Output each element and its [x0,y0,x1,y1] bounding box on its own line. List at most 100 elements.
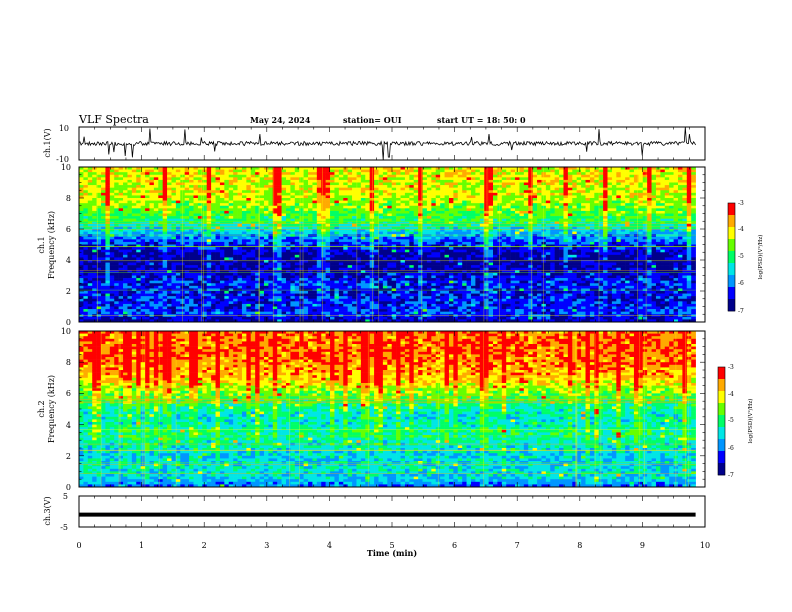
spectrogram-cell [277,298,282,302]
spectrogram-cell [290,210,296,214]
spectrogram-cell [330,306,335,310]
spectrogram-cell [347,244,353,248]
spectrogram-cell [162,213,168,217]
spectrogram-cell [105,319,111,323]
spectrogram-cell [114,262,119,266]
spectrogram-cell [272,247,278,250]
spectrogram-cell [96,167,102,170]
spectrogram-cell [396,280,401,284]
spectrogram-cell [365,177,370,181]
spectrogram-cell [343,260,348,263]
spectrogram-cell [365,218,370,222]
spectrogram-cell [140,265,146,269]
spectrogram-cell [241,198,247,201]
spectrogram-cell [92,169,97,173]
spectrogram-cell [92,213,97,217]
spectrogram-cell [303,226,309,230]
spectrogram-cell [290,200,296,204]
spectrogram-cell [131,306,137,310]
spectrogram-cell [206,174,212,178]
spectrogram-cell [286,179,291,183]
spectrogram-cell [382,309,388,312]
spectrogram-cell [92,234,97,238]
spectrogram-cell [303,291,309,294]
spectrogram-cell [109,309,115,312]
spectrogram-cell [268,208,274,212]
spectrogram-cell [404,260,410,263]
spectrogram-cell [136,303,141,307]
spectrogram-cell [426,205,432,209]
spectrogram-cell [435,208,441,212]
spectrogram-cell [140,254,146,258]
spectrogram-cell [105,291,111,294]
spectrogram-cell [290,203,296,207]
spectrogram-cell [286,241,291,245]
spectrogram-cell [228,195,234,199]
spectrogram-cell [202,275,208,279]
spectrogram-cell [131,247,137,250]
spectrogram-cell [118,262,124,266]
spectrogram-cell [391,208,397,212]
spectrogram-cell [92,200,97,204]
spectrogram-cell [321,285,326,289]
spectrogram-cell [140,221,146,225]
spectrogram-cell [140,172,146,176]
spectrogram-cell [87,247,93,250]
spectrogram-cell [136,291,141,294]
spectrogram-cell [281,241,287,245]
spectrogram-cell [145,260,150,263]
spectrogram-cell [369,223,375,227]
spectrogram-cell [352,218,357,222]
spectrogram-cell [268,309,274,312]
spectrogram-cell [290,267,296,271]
spectrogram-cell [118,280,124,284]
spectrogram-cell [136,257,141,261]
spectrogram-cell [426,221,432,225]
spectrogram-cell [96,309,102,312]
spectrogram-cell [352,179,357,183]
spectrogram-cell [338,298,344,302]
spectrogram-cell [360,174,366,178]
spectrogram-cell [352,167,357,170]
spectrogram-cell [228,247,234,250]
spectrogram-cell [409,280,415,284]
spectrogram-cell [158,303,163,307]
spectrogram-cell [105,244,111,248]
spectrogram-cell [404,192,410,196]
spectrogram-cell [286,262,291,266]
spectrogram-cell [413,177,419,181]
spectrogram-cell [127,172,133,176]
spectrogram-cell [378,223,384,227]
spectrogram-cell [391,185,397,188]
spectrogram-cell [391,187,397,191]
spectrogram-cell [83,231,89,235]
spectrogram-cell [374,226,379,230]
spectrogram-cell [391,303,397,307]
spectrogram-cell [215,293,221,297]
spectrogram-cell [79,311,84,315]
spectrogram-cell [140,275,146,279]
spectrogram-cell [228,203,234,207]
spectrogram-cell [105,267,111,271]
spectrogram-cell [153,216,159,219]
spectrogram-cell [219,252,225,256]
spectrogram-cell [312,203,318,207]
spectrogram-cell [404,172,410,176]
spectrogram-cell [259,303,265,307]
spectrogram-cell [426,252,432,256]
spectrogram-cell [426,236,432,240]
spectrogram-cell [105,270,111,274]
spectrogram-cell [167,283,172,287]
spectrogram-cell [312,221,318,225]
spectrogram-cell [316,267,322,271]
spectrogram-cell [308,174,313,178]
spectrogram-cell [382,241,388,245]
spectrogram-cell [123,223,128,227]
spectrogram-cell [175,177,181,181]
spectrogram-cell [391,280,397,284]
spectrogram-cell [123,309,128,312]
spectrogram-cell [206,316,212,320]
spectrogram-cell [294,301,300,305]
spectrogram-cell [325,265,331,269]
spectrogram-cell [413,272,419,276]
